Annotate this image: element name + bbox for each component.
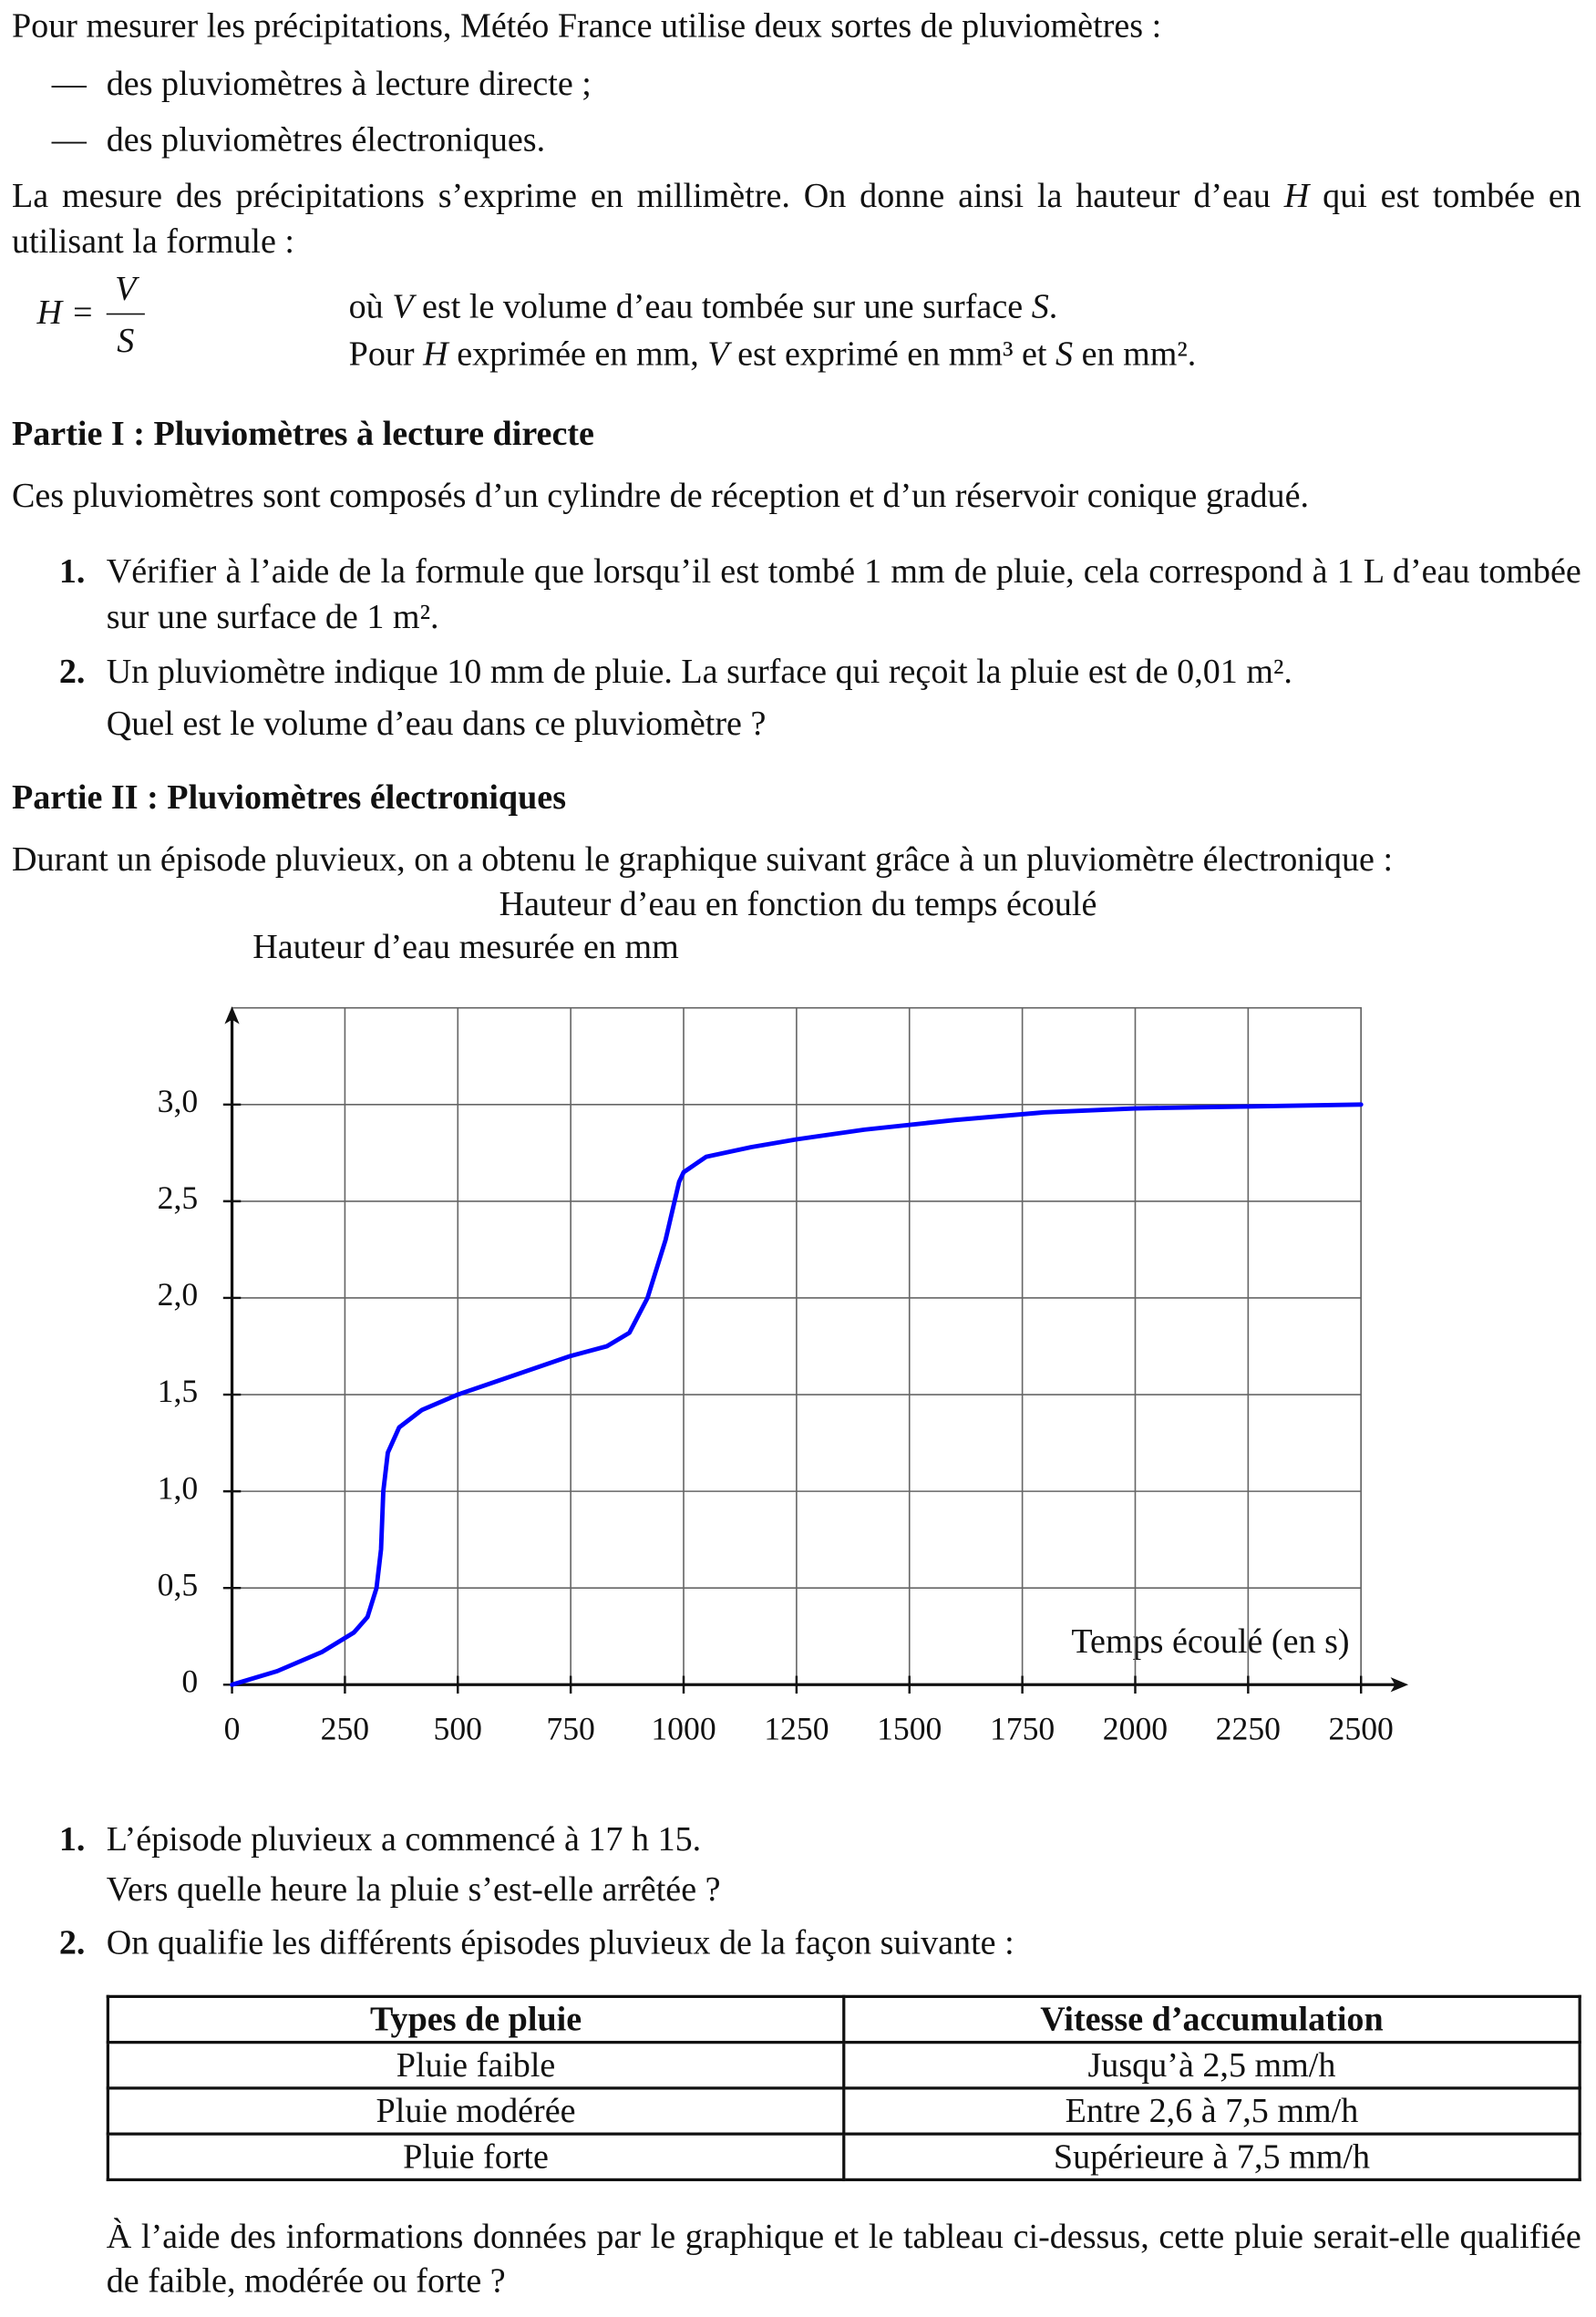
y-tick-label: 0,5 (158, 1566, 199, 1602)
formula-denominator: S (108, 319, 143, 364)
cell: Pluie modérée (106, 2086, 846, 2136)
variable: S (1055, 335, 1074, 375)
table-row: Pluie faible Jusqu’à 2,5 mm/h (106, 2041, 1581, 2090)
text-piece: . (1048, 288, 1058, 327)
x-tick-label: 1500 (877, 1710, 942, 1746)
question-number: 2. (58, 653, 86, 692)
question: On qualifie les différents épisodes pluv… (106, 1923, 1014, 1963)
chart: Hauteur d’eau en fonction du temps écoul… (158, 887, 1409, 1746)
table-row: Pluie modérée Entre 2,6 à 7,5 mm/h (106, 2086, 1581, 2136)
y-tick-label: 2,0 (158, 1276, 199, 1313)
section-heading: Partie I : Pluviomètres à lecture direct… (11, 415, 594, 454)
y-axis-arrow (224, 1006, 240, 1025)
data-line (230, 1102, 1364, 1687)
variable: V (392, 288, 414, 327)
cell: Pluie forte (106, 2132, 846, 2182)
variable: H (1283, 177, 1310, 216)
text-piece: La mesure des précipitations s’exprime e… (11, 177, 1284, 216)
bullet: — (51, 65, 87, 104)
rain-table: Types de pluie Vitesse d’accumulation Pl… (106, 1994, 1581, 2182)
formula-lhs: H = (37, 291, 95, 335)
x-tick-label: 1000 (651, 1710, 716, 1746)
paragraph: À l’aide des informations données par le… (106, 2218, 1581, 2302)
text-piece: en mm². (1073, 335, 1197, 375)
paragraph: Durant un épisode pluvieux, on a obtenu … (11, 840, 1394, 880)
x-tick-label: 500 (434, 1710, 482, 1746)
chart-title: Hauteur d’eau en fonction du temps écoul… (499, 887, 1097, 923)
question: Un pluviomètre indique 10 mm de pluie. L… (106, 653, 1292, 692)
question: L’épisode pluvieux a commencé à 17 h 15. (106, 1820, 702, 1859)
x-tick-label: 250 (321, 1710, 369, 1746)
question: Quel est le volume d’eau dans ce pluviom… (106, 705, 767, 744)
variable: V (707, 335, 729, 375)
paragraph: Ces pluviomètres sont composés d’un cyli… (11, 477, 1310, 516)
variable: H (423, 335, 448, 375)
list-item: des pluviomètres à lecture directe ; (106, 65, 592, 104)
fraction-bar (106, 313, 145, 315)
denominator: S (117, 322, 135, 361)
x-tick-label: 0 (224, 1710, 241, 1746)
cell: Supérieure à 7,5 mm/h (842, 2132, 1581, 2182)
paragraph: La mesure des précipitations s’exprime e… (12, 174, 1581, 266)
text-piece: est exprimé en mm³ et (728, 335, 1056, 375)
x-tick-label: 2250 (1216, 1710, 1281, 1746)
y-tick-label: 1,0 (158, 1469, 199, 1506)
table-header: Types de pluie Vitesse d’accumulation (106, 1994, 1581, 2044)
text-piece: est le volume d’eau tombée sur une surfa… (413, 288, 1032, 327)
x-tick-label: 2000 (1103, 1710, 1168, 1746)
text-piece: exprimée en mm, (448, 335, 708, 375)
numerator: V (115, 270, 137, 309)
text-piece: Pour (348, 335, 424, 375)
y-tick-label: 3,0 (158, 1083, 199, 1119)
cell: Entre 2,6 à 7,5 mm/h (842, 2086, 1581, 2136)
question-number: 1. (58, 1820, 86, 1859)
intro-text: Pour mesurer les précipitations, Météo F… (11, 7, 1162, 46)
question: Vérifier à l’aide de la formule que lors… (106, 552, 1581, 637)
cell: Jusqu’à 2,5 mm/h (842, 2041, 1581, 2090)
question-number: 2. (58, 1923, 86, 1963)
formula-lhs-text: H = (36, 293, 95, 333)
text-piece: où (348, 288, 393, 327)
x-tick-label: 2500 (1329, 1710, 1394, 1746)
formula-numerator: V (108, 267, 143, 312)
cell: Pluie faible (106, 2041, 846, 2090)
text-piece: qui est tombée en utilisant la formule : (11, 177, 1581, 262)
y-tick-label: 2,5 (158, 1179, 199, 1216)
question-number: 1. (58, 552, 86, 592)
formula-note: où V est le volume d’eau tombée sur une … (349, 285, 1058, 330)
question: Vers quelle heure la pluie s’est-elle ar… (106, 1870, 721, 1910)
x-tick-label: 1750 (990, 1710, 1055, 1746)
formula-note: Pour H exprimée en mm, V est exprimé en … (349, 333, 1197, 377)
list-item: des pluviomètres électroniques. (106, 120, 546, 160)
header-cell: Types de pluie (106, 1994, 846, 2044)
y-tick-label: 0 (181, 1663, 198, 1699)
y-axis-label: Hauteur d’eau mesurée en mm (252, 928, 679, 966)
header-cell: Vitesse d’accumulation (842, 1994, 1581, 2044)
bullet: — (51, 120, 87, 160)
variable: S (1031, 288, 1049, 327)
x-tick-label: 1250 (764, 1710, 829, 1746)
y-tick-label: 1,5 (158, 1373, 199, 1409)
section-heading: Partie II : Pluviomètres électroniques (11, 778, 567, 818)
table-row: Pluie forte Supérieure à 7,5 mm/h (106, 2132, 1581, 2182)
x-axis-label: Temps écoulé (en s) (1071, 1622, 1349, 1661)
x-axis-arrow (1390, 1677, 1409, 1693)
x-tick-label: 750 (546, 1710, 594, 1746)
